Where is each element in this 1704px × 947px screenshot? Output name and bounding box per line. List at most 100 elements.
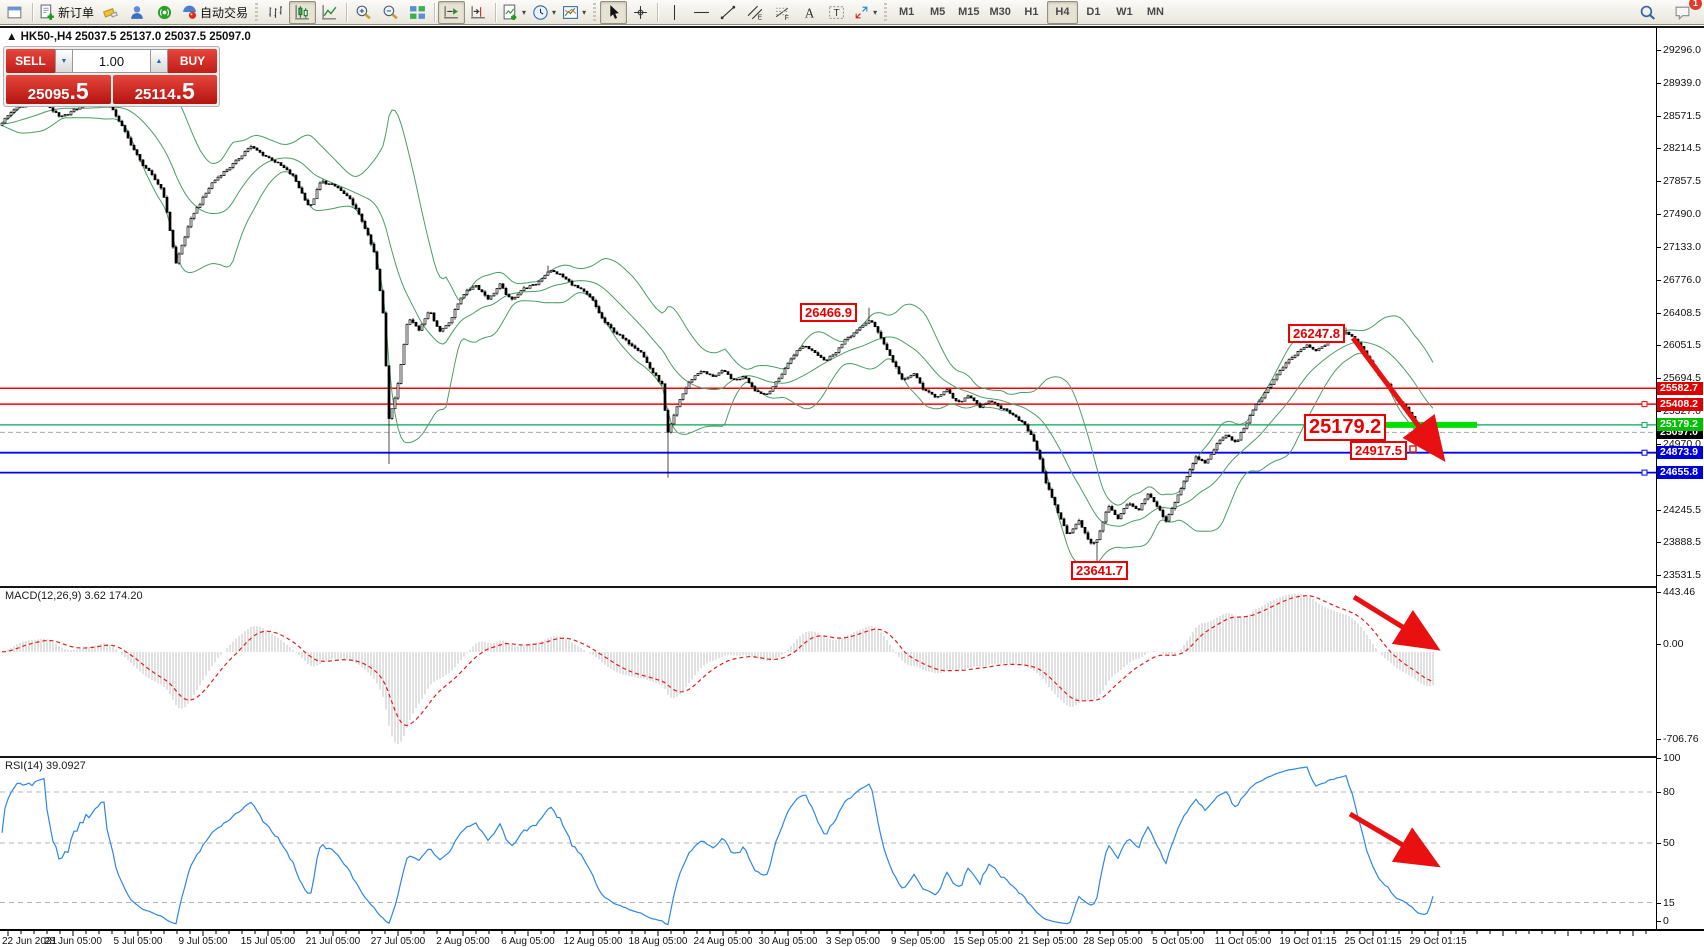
price-tick <box>1657 378 1661 379</box>
indicators-icon <box>502 4 519 21</box>
timeframe-m15-button[interactable]: M15 <box>958 6 980 18</box>
tile-windows-button[interactable] <box>404 1 431 24</box>
autoscroll-icon <box>443 4 460 21</box>
equidistant-channel-button[interactable]: E <box>742 1 769 24</box>
time-axis-label: 24 Aug 05:00 <box>693 936 753 947</box>
timeframe-h1-button[interactable]: H1 <box>1024 6 1039 18</box>
sell-price[interactable]: 25095.5 <box>6 75 111 104</box>
chart-area[interactable]: 22 Jun 2021 28 Jun 05:00 5 Jul 05:00 9 Jul … <box>0 26 1704 947</box>
rsi-axis-label: 100 <box>1663 752 1681 764</box>
time-axis[interactable]: 22 Jun 2021 28 Jun 05:00 5 Jul 05:00 9 Jul … <box>0 929 1704 947</box>
time-axis-label: 9 Sep 05:00 <box>891 936 945 947</box>
line-handle-25179.2[interactable] <box>1641 421 1648 428</box>
timeframe-mn-button[interactable]: MN <box>1146 6 1164 18</box>
macd-axis-tick <box>1657 644 1661 645</box>
chevron-down-icon[interactable]: ▾ <box>873 7 878 17</box>
price-tick <box>1657 115 1661 117</box>
macd-axis-label: 0.00 <box>1663 638 1684 650</box>
chevron-down-icon[interactable]: ▾ <box>552 7 557 17</box>
rsi-panel[interactable] <box>0 756 1656 929</box>
price-callout-24917.5[interactable]: 24917.5 <box>1350 441 1407 460</box>
price-callout-23641.7[interactable]: 23641.7 <box>1071 561 1128 580</box>
toolbar-separator <box>346 2 348 22</box>
chevron-down-icon[interactable]: ▾ <box>522 7 527 17</box>
linechart-icon <box>321 4 338 21</box>
new-order-button[interactable]: 新订单 <box>36 1 97 24</box>
price-tick-label: 27857.5 <box>1663 175 1701 187</box>
autotrading-button-label: 自动交易 <box>200 5 249 20</box>
time-axis-label: 21 Jul 05:00 <box>305 936 361 947</box>
trendline-button[interactable] <box>715 1 742 24</box>
line-handle-25408.2[interactable] <box>1641 401 1648 408</box>
periods-button[interactable]: ▾ <box>529 1 559 24</box>
profile-icon <box>129 4 146 21</box>
horizontal-line-button[interactable] <box>688 1 715 24</box>
volume-decrease-button[interactable]: ▼ <box>55 49 73 73</box>
rsi-plot <box>0 766 1656 926</box>
time-axis-label: 5 Oct 05:00 <box>1152 936 1204 947</box>
price-tick <box>1657 214 1661 216</box>
mql5-signal-button[interactable] <box>151 1 178 24</box>
timeframe-m1-button[interactable]: M1 <box>898 6 915 18</box>
timeframe-m30-button[interactable]: M30 <box>989 6 1011 18</box>
vline-icon <box>666 4 683 21</box>
search-button[interactable] <box>1634 1 1661 24</box>
vertical-line-button[interactable] <box>661 1 688 24</box>
support-highlight-segment[interactable] <box>1385 421 1477 428</box>
price-tick <box>1657 443 1661 445</box>
macd-axis-label: -706.76 <box>1663 733 1699 745</box>
buy-price[interactable]: 25114.5 <box>112 75 217 104</box>
price-tick <box>1657 345 1661 347</box>
clock-icon <box>532 4 549 21</box>
bar-chart-button[interactable] <box>262 1 289 24</box>
zoom-in-button[interactable] <box>350 1 377 24</box>
fibonacci-button[interactable]: F <box>769 1 796 24</box>
indicators-button[interactable]: ▾ <box>499 1 529 24</box>
price-axis[interactable]: 29296.0 28939.0 28571.5 28214.5 27857.5 27490… <box>1656 26 1704 929</box>
collapse-triangle-icon[interactable]: ▲ <box>6 31 18 43</box>
chevron-down-icon[interactable]: ▾ <box>582 7 587 17</box>
chart-shift-button[interactable] <box>465 1 492 24</box>
crosshair-button[interactable] <box>627 1 654 24</box>
timeframe-w1-button[interactable]: W1 <box>1116 6 1133 18</box>
cursor-button[interactable] <box>600 0 628 24</box>
timeframe-d1-button[interactable]: D1 <box>1086 6 1101 18</box>
shapes-icon <box>853 4 870 21</box>
time-axis-label: 9 Jul 05:00 <box>178 936 228 947</box>
candlestick-chart-button[interactable] <box>289 0 317 24</box>
time-axis-label: 5 Jul 05:00 <box>113 936 163 947</box>
timeframe-m5-button[interactable]: M5 <box>929 6 946 18</box>
svg-text:T: T <box>834 8 840 19</box>
line-chart-button[interactable] <box>316 1 343 24</box>
time-axis-label: 25 Oct 01:15 <box>1344 936 1402 947</box>
autotrading-button[interactable]: 自动交易 <box>178 1 251 24</box>
line-handle-24655.8[interactable] <box>1641 469 1648 476</box>
line-handle-24873.9[interactable] <box>1641 449 1648 456</box>
price-callout-25179.2[interactable]: 25179.2 <box>1304 414 1387 441</box>
macd-panel[interactable] <box>0 586 1656 756</box>
timeframe-h4-button[interactable]: H4 <box>1046 0 1078 24</box>
templates-button[interactable]: ▾ <box>559 1 589 24</box>
toolbar-grip <box>593 2 597 22</box>
price-callout-26466.9[interactable]: 26466.9 <box>800 303 857 322</box>
text-label-button[interactable]: T <box>823 1 850 24</box>
eraser-button[interactable] <box>97 1 124 24</box>
chat-button[interactable]: 1 <box>1669 0 1702 24</box>
profile-button[interactable] <box>124 1 151 24</box>
time-axis-ticks <box>7 931 1647 936</box>
auto-scroll-button[interactable] <box>438 0 466 24</box>
macd-plot <box>1 594 1434 744</box>
zoom-out-button[interactable] <box>377 1 404 24</box>
sell-button[interactable]: SELL <box>6 49 55 73</box>
buy-button[interactable]: BUY <box>168 49 217 73</box>
time-axis-label: 30 Aug 05:00 <box>758 936 818 947</box>
volume-input[interactable]: 1.00 <box>73 49 150 73</box>
volume-increase-button[interactable]: ▲ <box>150 49 168 73</box>
price-callout-26247.8[interactable]: 26247.8 <box>1288 324 1345 343</box>
price-tick-label: 26051.5 <box>1663 339 1701 352</box>
arrows-button[interactable]: ▾ <box>850 1 880 24</box>
text-button[interactable]: A <box>796 1 823 24</box>
signal-icon <box>156 4 173 21</box>
textA-icon: A <box>801 4 818 21</box>
window-icon[interactable] <box>2 1 29 24</box>
